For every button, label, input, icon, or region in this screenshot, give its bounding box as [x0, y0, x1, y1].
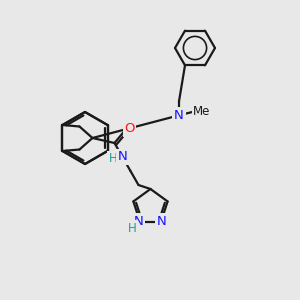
Text: O: O [124, 122, 135, 136]
Text: N: N [157, 215, 167, 228]
Text: Me: Me [193, 105, 211, 118]
Text: H: H [128, 222, 136, 235]
Text: N: N [174, 109, 184, 122]
Text: N: N [118, 151, 128, 164]
Text: N: N [134, 215, 144, 228]
Text: H: H [109, 152, 118, 166]
